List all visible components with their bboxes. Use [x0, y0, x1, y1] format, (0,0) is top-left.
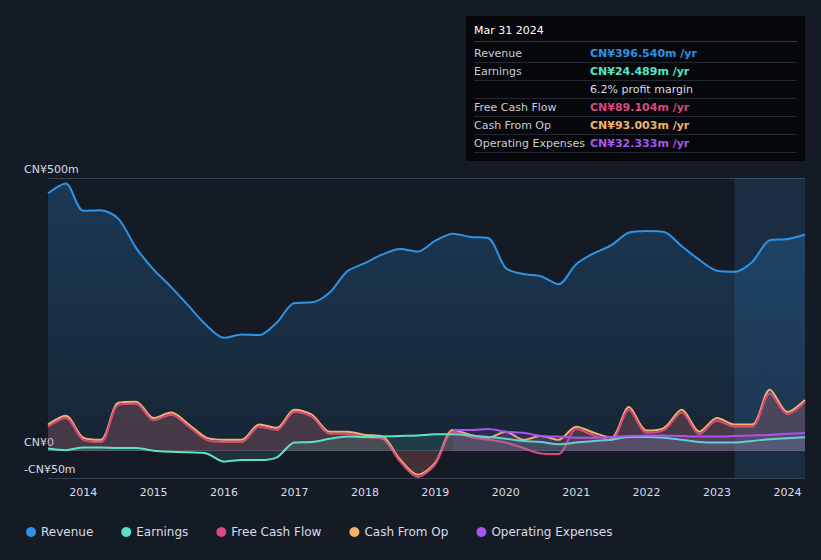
svg-text:Cash From Op: Cash From Op: [364, 525, 448, 539]
html-text:CN¥93.003m /yr: CN¥93.003m /yr: [590, 119, 690, 132]
svg-text:2024: 2024: [773, 486, 801, 499]
svg-text:Operating Expenses: Operating Expenses: [491, 525, 612, 539]
svg-text:2017: 2017: [280, 486, 308, 499]
html-text:CN¥24.489m /yr: CN¥24.489m /yr: [590, 65, 690, 78]
svg-text:2018: 2018: [351, 486, 379, 499]
html-text:CN¥89.104m /yr: CN¥89.104m /yr: [590, 101, 690, 114]
svg-text:2020: 2020: [492, 486, 520, 499]
svg-text:Revenue: Revenue: [41, 525, 93, 539]
html-text:Earnings: Earnings: [474, 65, 522, 78]
svg-text:CN¥500m: CN¥500m: [24, 163, 79, 176]
html-text:6.2% profit margin: 6.2% profit margin: [590, 83, 693, 96]
svg-text:-CN¥50m: -CN¥50m: [24, 463, 76, 476]
html-text:CN¥396.540m /yr: CN¥396.540m /yr: [590, 47, 697, 60]
html-text:Free Cash Flow: Free Cash Flow: [474, 101, 557, 114]
svg-text:2021: 2021: [562, 486, 590, 499]
html-text:CN¥32.333m /yr: CN¥32.333m /yr: [590, 137, 690, 150]
html-text:Revenue: Revenue: [474, 47, 522, 60]
html-text:Operating Expenses: Operating Expenses: [474, 137, 585, 150]
svg-text:2019: 2019: [421, 486, 449, 499]
html-text:Cash From Op: Cash From Op: [474, 119, 551, 132]
svg-text:CN¥0: CN¥0: [24, 435, 54, 449]
html-text:Mar 31 2024: Mar 31 2024: [474, 24, 544, 37]
svg-text:Earnings: Earnings: [136, 525, 188, 539]
svg-text:Free Cash Flow: Free Cash Flow: [231, 525, 321, 539]
svg-text:2022: 2022: [633, 486, 661, 499]
svg-text:2023: 2023: [703, 486, 731, 499]
svg-text:2015: 2015: [140, 486, 168, 499]
svg-text:2014: 2014: [69, 486, 97, 499]
svg-text:2016: 2016: [210, 486, 238, 499]
